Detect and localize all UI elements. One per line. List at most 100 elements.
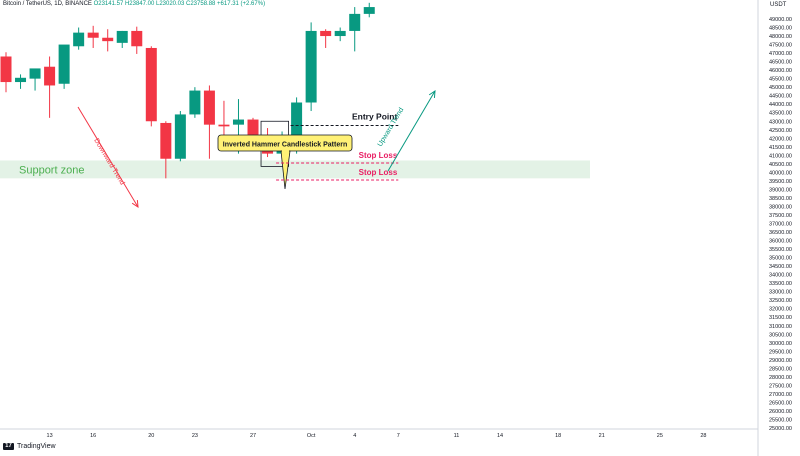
price-tick-label: 42000.00 bbox=[769, 136, 792, 142]
price-tick-label: 47000.00 bbox=[769, 51, 792, 57]
time-tick-label: 21 bbox=[599, 433, 605, 439]
price-tick-label: 48500.00 bbox=[769, 26, 792, 32]
candle-body bbox=[73, 32, 85, 47]
price-tick-label: 45500.00 bbox=[769, 77, 792, 83]
price-tick-label: 29500.00 bbox=[769, 349, 792, 355]
price-tick-label: 33500.00 bbox=[769, 281, 792, 287]
candle bbox=[160, 121, 172, 179]
candle-body bbox=[116, 30, 128, 43]
candle-body bbox=[203, 90, 215, 125]
stop-loss-label: Stop Loss bbox=[359, 151, 398, 160]
time-tick-label: 11 bbox=[454, 433, 460, 439]
time-tick-label: 14 bbox=[497, 433, 503, 439]
candle-body bbox=[29, 68, 41, 79]
price-tick-label: 33000.00 bbox=[769, 290, 792, 296]
candle bbox=[218, 100, 230, 139]
price-tick-label: 36500.00 bbox=[769, 230, 792, 236]
time-tick-label: 23 bbox=[192, 433, 198, 439]
price-tick-label: 25000.00 bbox=[769, 426, 792, 432]
price-tick-label: 40000.00 bbox=[769, 170, 792, 176]
time-tick-label: Oct bbox=[307, 433, 316, 439]
candle bbox=[73, 27, 85, 50]
downtrend-arrow-head bbox=[131, 199, 139, 208]
brand-label: TradingView bbox=[17, 443, 56, 450]
price-tick-label: 30000.00 bbox=[769, 341, 792, 347]
candle bbox=[0, 52, 12, 93]
price-tick-label: 28500.00 bbox=[769, 366, 792, 372]
price-tick-label: 43500.00 bbox=[769, 111, 792, 117]
candle-body bbox=[320, 30, 332, 37]
candle bbox=[145, 46, 157, 127]
support-zone bbox=[0, 160, 590, 179]
time-tick-label: 28 bbox=[700, 433, 706, 439]
time-tick-label: 16 bbox=[90, 433, 96, 439]
candle-body bbox=[174, 114, 186, 159]
price-tick-label: 44500.00 bbox=[769, 94, 792, 100]
price-tick-label: 44000.00 bbox=[769, 102, 792, 108]
uptrend-arrow-line bbox=[387, 90, 436, 172]
uptrend-arrow bbox=[387, 90, 436, 172]
time-tick-label: 7 bbox=[397, 433, 400, 439]
price-tick-label: 35000.00 bbox=[769, 256, 792, 262]
candle-body bbox=[58, 44, 70, 84]
candle-body bbox=[131, 30, 143, 47]
price-tick-label: 49000.00 bbox=[769, 17, 792, 23]
candle bbox=[305, 22, 317, 112]
ohlc-readout: O23141.57 H23847.00 L23020.03 C23758.88 … bbox=[93, 1, 266, 7]
downtrend-arrow-line bbox=[77, 106, 139, 208]
candle-body bbox=[87, 32, 99, 38]
candle-body bbox=[218, 124, 230, 127]
time-tick-label: 25 bbox=[657, 433, 663, 439]
price-tick-label: 36000.00 bbox=[769, 239, 792, 245]
pattern-callout: Inverted Hammer Candlestick Pattern bbox=[217, 134, 353, 190]
candle bbox=[29, 68, 41, 91]
price-tick-label: 31500.00 bbox=[769, 315, 792, 321]
candle-body bbox=[291, 102, 303, 147]
time-tick-label: 18 bbox=[555, 433, 561, 439]
candle-body bbox=[247, 119, 259, 135]
symbol-title[interactable]: Bitcoin / TetherUS, 1D, BINANCE bbox=[3, 1, 92, 7]
time-tick-label: 20 bbox=[148, 433, 154, 439]
price-tick-label: 34000.00 bbox=[769, 273, 792, 279]
candle-body bbox=[305, 30, 317, 103]
price-tick-label: 46500.00 bbox=[769, 60, 792, 66]
tradingview-logo[interactable]: 17 TradingView bbox=[3, 443, 56, 450]
price-tick-label: 32000.00 bbox=[769, 307, 792, 313]
candle bbox=[320, 29, 332, 48]
price-tick-label: 40500.00 bbox=[769, 162, 792, 168]
candle-body bbox=[44, 66, 56, 86]
price-tick-label: 37500.00 bbox=[769, 213, 792, 219]
uptrend-arrow-head bbox=[428, 90, 436, 99]
price-tick-label: 48000.00 bbox=[769, 34, 792, 40]
price-tick-label: 32500.00 bbox=[769, 298, 792, 304]
candle-body bbox=[363, 7, 375, 14]
support-zone-label: Support zone bbox=[19, 164, 84, 176]
price-tick-label: 27000.00 bbox=[769, 392, 792, 398]
candle bbox=[15, 74, 27, 89]
price-tick-label: 39500.00 bbox=[769, 179, 792, 185]
price-tick-label: 30500.00 bbox=[769, 332, 792, 338]
candle-body bbox=[232, 119, 244, 125]
candle bbox=[116, 30, 128, 48]
candle bbox=[349, 7, 361, 52]
stop-loss-label: Stop Loss bbox=[359, 168, 398, 177]
time-tick-label: 4 bbox=[353, 433, 356, 439]
price-tick-label: 37000.00 bbox=[769, 222, 792, 228]
candle bbox=[58, 44, 70, 89]
price-tick-label: 45000.00 bbox=[769, 85, 792, 91]
price-tick-label: 39000.00 bbox=[769, 187, 792, 193]
price-tick-label: 38500.00 bbox=[769, 196, 792, 202]
price-tick-label: 41000.00 bbox=[769, 153, 792, 159]
price-tick-label: 26500.00 bbox=[769, 400, 792, 406]
candle bbox=[44, 56, 56, 118]
time-tick-label: 27 bbox=[250, 433, 256, 439]
price-tick-label: 35500.00 bbox=[769, 247, 792, 253]
candle-body bbox=[15, 77, 27, 83]
candle bbox=[189, 87, 201, 118]
price-tick-label: 29000.00 bbox=[769, 358, 792, 364]
time-tick-label: 13 bbox=[47, 433, 53, 439]
candle-body bbox=[189, 90, 201, 115]
currency-label[interactable]: USDT bbox=[770, 2, 787, 8]
price-tick-label: 47500.00 bbox=[769, 43, 792, 49]
